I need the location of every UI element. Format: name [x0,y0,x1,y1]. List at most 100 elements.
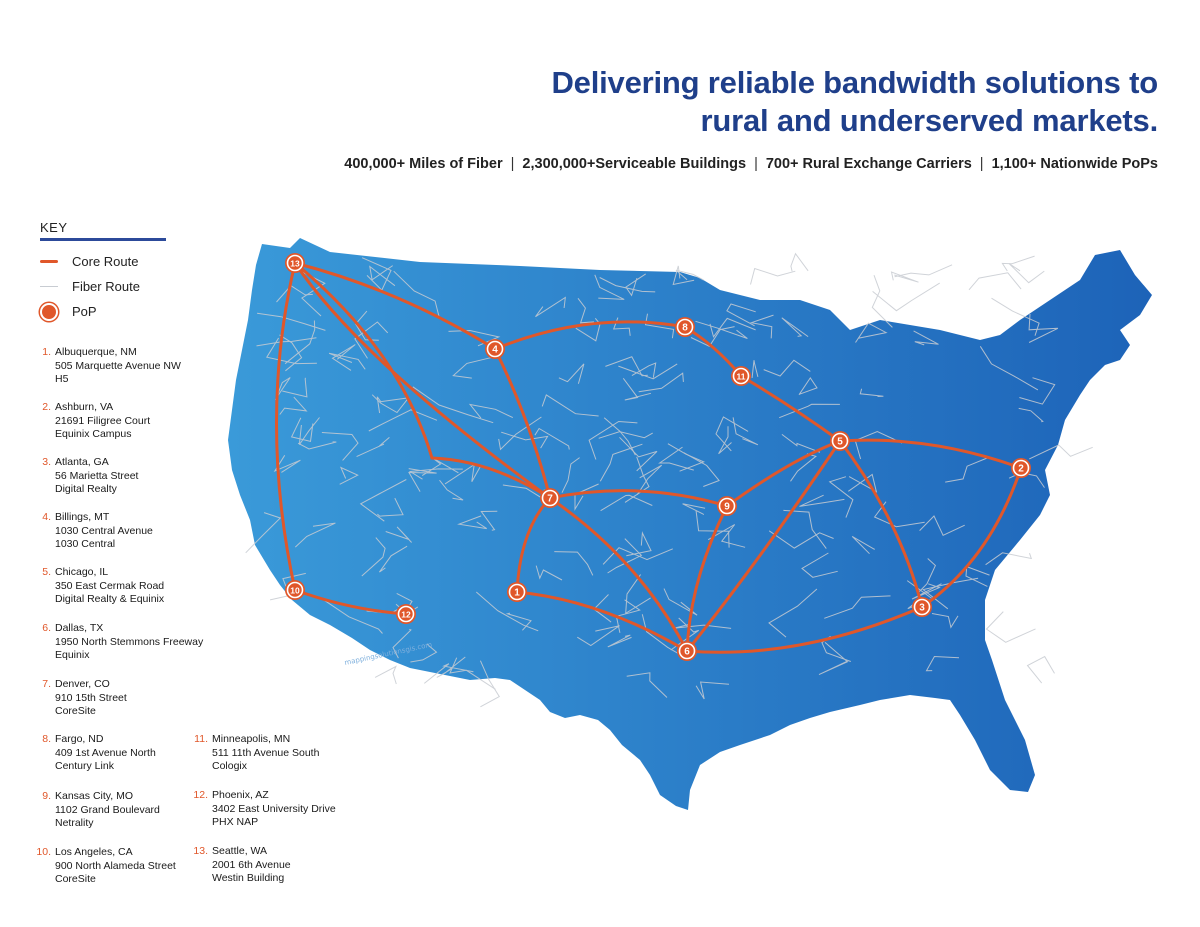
location-address: 1030 Central Avenue [55,524,153,537]
pop-marker-ashburn[interactable]: 2 [1011,458,1031,478]
core-route-line [515,590,689,653]
pop-marker-kansas-city[interactable]: 9 [717,496,737,516]
pop-marker-phoenix[interactable]: 12 [396,604,416,624]
fiber-route-line [359,479,407,522]
core-route-line [548,496,689,653]
fiber-route-line [672,265,695,286]
fiber-route-line [779,403,840,419]
location-city: Los Angeles, CA [55,846,133,858]
pop-marker-billings[interactable]: 4 [485,339,505,359]
location-facility: Equinix [55,649,90,661]
fiber-route-line [828,476,854,518]
pop-swatch [40,302,58,321]
location-address: 3402 East University Drive [212,802,336,815]
location-address: 56 Marietta Street [55,469,139,482]
location-address: 1950 North Stemmons Freeway [55,635,204,648]
location-item: 1. Albuquerque, NM 505 Marquette Avenue NW… [33,346,181,387]
fiber-route-line [644,313,675,339]
location-number: 3. [42,456,51,468]
fiber-route-line [297,441,337,450]
location-item: 8. Fargo, ND 409 1st Avenue North Century L… [33,733,156,774]
pop-ring [286,254,304,272]
fiber-route-line [273,455,301,473]
location-item: 5. Chicago, IL 350 East Cermak Road Digital… [33,566,164,607]
core-route-line [838,438,1023,470]
location-number: 5. [42,566,51,578]
fiber-route-line [911,583,942,600]
pop-marker-chicago[interactable]: 5 [830,431,850,451]
location-city: Minneapolis, MN [212,733,291,745]
us-landmass [228,238,1152,810]
location-facility: CoreSite [55,873,96,885]
fiber-route-line [282,377,308,398]
fiber-route-line [625,574,651,615]
fiber-route-line [410,643,438,663]
fiber-route-line [479,660,501,708]
location-address: 511 11th Avenue South [212,746,320,759]
fiber-route-line [851,535,875,555]
fiber-route-line [558,363,585,384]
fiber-route-line [274,377,291,401]
fiber-route-line [663,588,698,616]
fiber-route-line [599,277,656,293]
pop-ring [286,581,304,599]
fiber-route-line [599,443,643,482]
fiber-route-line [781,317,809,338]
fiber-route-line [922,577,979,610]
fiber-route-line [1008,262,1045,284]
pop-marker-dallas[interactable]: 6 [677,641,697,661]
pop-marker-atlanta[interactable]: 3 [912,597,932,617]
location-address: 1102 Grand Boulevard [55,803,160,816]
fiber-route-line [385,526,412,543]
fiber-route-line [965,565,990,587]
fiber-route-line [577,297,595,324]
fiber-route-line [541,394,599,417]
fiber-route-line [1028,313,1059,343]
pop-marker-minneapolis[interactable]: 11 [731,366,751,386]
fiber-route-line [561,457,580,493]
fiber-route-line [619,436,658,472]
pop-marker-albuquerque[interactable]: 1 [507,582,527,602]
fiber-route-line [439,479,464,501]
pop-marker-seattle[interactable]: 13 [285,253,305,273]
pop-ring [718,497,736,515]
location-number: 1. [42,346,51,358]
location-number: 13. [193,845,208,857]
fiber-route-line [1026,655,1055,684]
fiber-route-line [859,388,884,397]
key-item-core-route: Core Route [40,249,170,274]
fiber-route-line [588,420,638,460]
stats-bar: 400,000+ Miles of Fiber | 2,300,000+Servic… [344,156,1158,172]
fiber-route-line [276,285,313,303]
headline-line-2: rural and underserved markets. [700,103,1159,138]
pop-label: 3 [919,603,925,614]
fiber-route-line [577,625,620,647]
location-city: Albuquerque, NM [55,346,137,358]
core-route-line [685,605,924,654]
pop-ring [732,367,750,385]
location-address: 900 North Alameda Street [55,859,176,872]
stat-separator: | [979,156,984,172]
pop-marker-denver[interactable]: 7 [540,488,560,508]
fiber-route-line [298,417,320,445]
fiber-route-line [683,452,720,487]
fiber-route-line [675,269,704,281]
location-facility: 1030 Central [55,538,116,550]
location-city: Dallas, TX [55,622,104,634]
location-facility: Digital Realty [55,483,117,495]
location-address: 505 Marquette Avenue NW [55,359,181,372]
fiber-route-line [575,317,601,342]
fiber-route-line [751,360,759,378]
location-item: 4. Billings, MT 1030 Central Avenue 1030 Ce… [33,511,153,552]
fiber-route-line [749,314,774,339]
stat-buildings: 2,300,000+Serviceable Buildings [522,156,747,172]
fiber-route-swatch [40,286,58,287]
fiber-route-line [448,329,501,347]
pop-marker-los-angeles[interactable]: 10 [285,580,305,600]
core-route-line [293,261,497,351]
pop-label: 7 [547,494,553,505]
location-item: 9. Kansas City, MO 1102 Grand Boulevard Net… [33,790,160,831]
pop-marker-fargo[interactable]: 8 [675,317,695,337]
fiber-route-line [799,494,845,507]
fiber-route-line [535,565,563,581]
